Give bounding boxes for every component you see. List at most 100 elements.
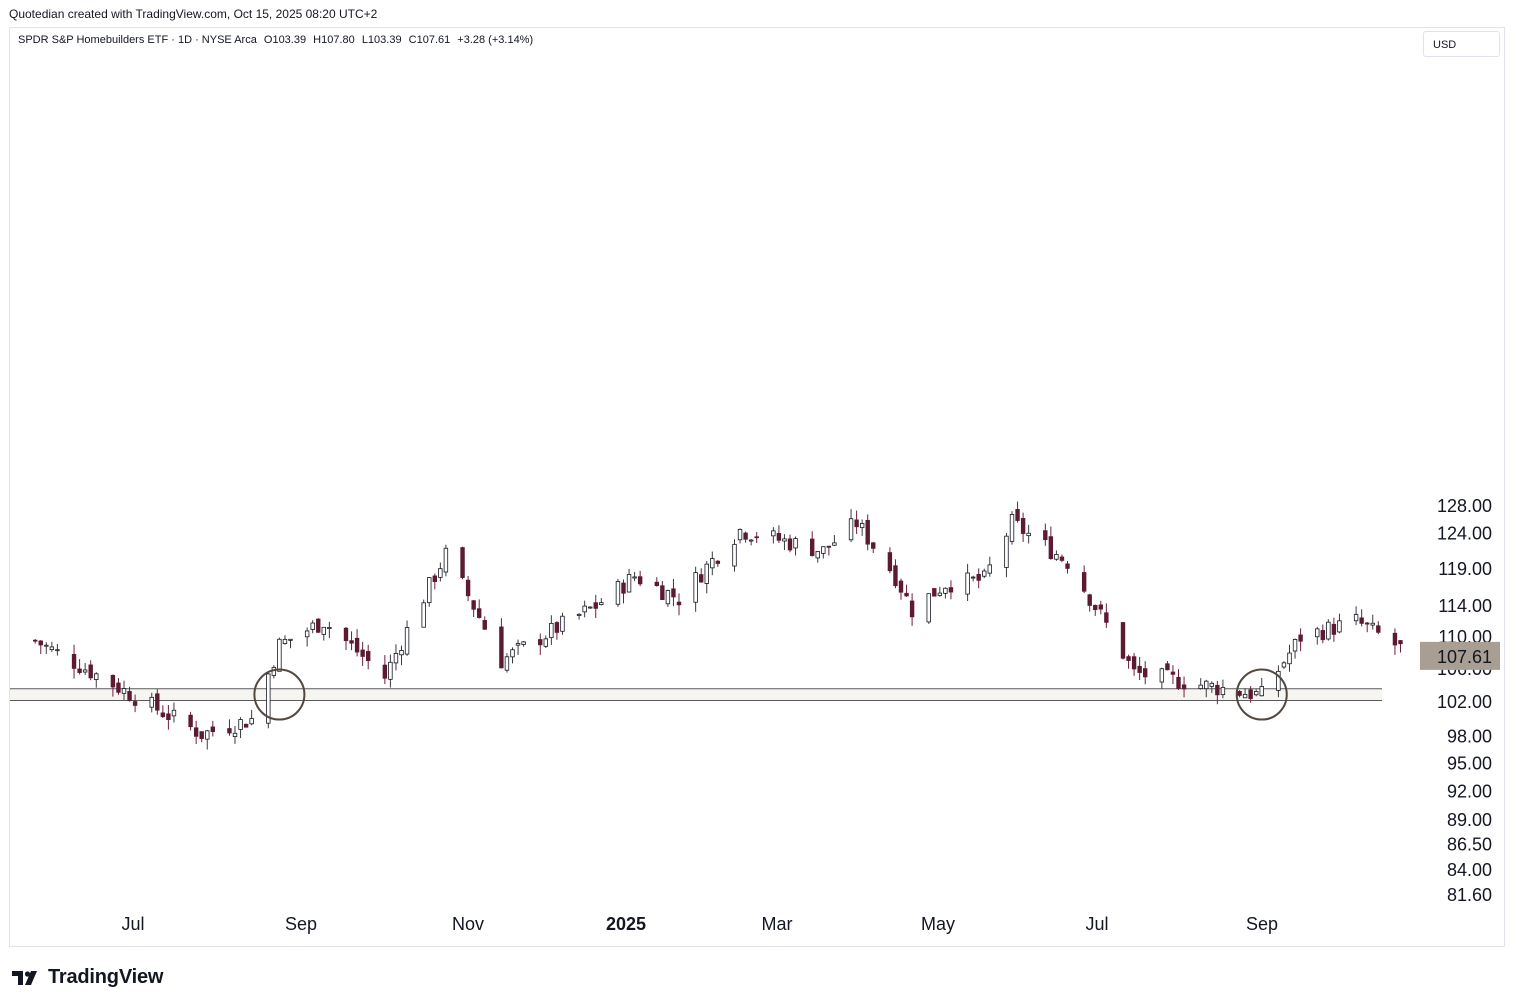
candle-body [388, 661, 393, 680]
candle-body [693, 572, 698, 603]
candle [943, 587, 948, 599]
price-tick-label: 81.60 [1447, 885, 1492, 905]
candle [1259, 677, 1264, 697]
legend-symbol[interactable]: SPDR S&P Homebuilders ETF · 1D · NYSE Ar… [18, 34, 257, 46]
candle [1353, 606, 1359, 626]
candle-body [343, 627, 349, 642]
candle-body [510, 649, 515, 658]
candle-body [482, 620, 487, 630]
tradingview-logo[interactable]: TradingView [12, 966, 163, 989]
time-tick-label: Sep [1246, 914, 1278, 934]
candle-body [887, 552, 893, 572]
candle-body [848, 518, 854, 541]
candle-body [1181, 684, 1187, 690]
candle [1054, 550, 1059, 561]
candle [1315, 626, 1320, 645]
candle-body [465, 579, 471, 597]
candle [515, 639, 521, 655]
candle-body [121, 688, 127, 694]
candle [521, 640, 526, 647]
candle [821, 546, 826, 559]
candle-body [515, 643, 521, 646]
candle-body [898, 580, 904, 593]
candle-body [199, 731, 204, 739]
candle-body [49, 646, 55, 650]
candle-body [210, 726, 215, 732]
time-axis[interactable]: Jul Sep Nov 2025 Mar May Jul Sep [121, 914, 1278, 934]
candle [465, 576, 471, 602]
candle [1204, 679, 1209, 698]
candle [282, 635, 288, 645]
candle [538, 633, 543, 655]
candle [588, 606, 593, 609]
candle [982, 568, 987, 579]
candle-body [110, 674, 116, 688]
support-zone-band [10, 688, 1382, 701]
candle [1292, 638, 1298, 659]
candle [987, 556, 992, 577]
candle-body [1081, 572, 1087, 592]
highlight-circle [253, 668, 306, 721]
last-price-tag-box [1420, 641, 1500, 670]
candle [599, 598, 604, 606]
candle-body [227, 728, 232, 734]
currency-button[interactable]: USD [1423, 31, 1500, 57]
candle-body [1359, 617, 1364, 624]
candle [732, 539, 737, 572]
chart-caption: Quotedian created with TradingView.com, … [9, 7, 378, 21]
candle-body [1398, 640, 1403, 645]
candle-body [238, 719, 243, 730]
candle-body [821, 546, 826, 554]
candle [360, 641, 365, 666]
candle [926, 593, 931, 624]
time-tick-label: May [921, 914, 955, 934]
candle-body [1259, 686, 1264, 697]
candle-body [826, 545, 832, 548]
candle-body [704, 563, 709, 584]
candle-body [859, 523, 865, 529]
candle-body [316, 618, 321, 633]
candle [399, 645, 404, 666]
candle-body [593, 602, 598, 609]
candle-body [626, 574, 632, 593]
candle [1004, 532, 1009, 578]
time-tick-label: 2025 [606, 914, 646, 934]
candle-body [1254, 691, 1259, 696]
price-axis[interactable]: 128.00124.00119.00114.00110.00106.00102.… [1437, 496, 1492, 905]
price-tick-label: 114.00 [1438, 596, 1492, 616]
candle [1337, 613, 1342, 634]
candle [937, 586, 943, 597]
candle [1220, 679, 1226, 699]
candle-body [854, 519, 859, 528]
time-tick-label: Jul [121, 914, 144, 934]
candle-body [710, 558, 715, 569]
candle [715, 559, 721, 567]
candle [82, 663, 88, 675]
candle-body [1376, 625, 1381, 633]
candle-body [1215, 684, 1220, 696]
candle [227, 719, 232, 736]
candle-body [499, 626, 504, 669]
candle-body [354, 637, 360, 653]
candle [976, 568, 981, 589]
candle [754, 532, 759, 543]
candle-body [1326, 621, 1331, 640]
candle [965, 563, 970, 602]
candle [166, 704, 171, 730]
candle [38, 640, 43, 655]
candle-body [748, 539, 754, 542]
candle [1104, 603, 1109, 628]
candle-body [932, 588, 937, 597]
candle [232, 725, 238, 744]
price-tick-label: 86.50 [1447, 835, 1492, 855]
candle-body [304, 630, 310, 638]
candle-body [1015, 509, 1020, 521]
price-tick-label: 89.00 [1447, 810, 1492, 830]
chart-pane[interactable] [9, 27, 1505, 947]
candle-body [660, 585, 665, 601]
candle-body [460, 547, 465, 578]
candle [699, 568, 704, 583]
candle [127, 686, 132, 702]
candle [155, 689, 160, 715]
